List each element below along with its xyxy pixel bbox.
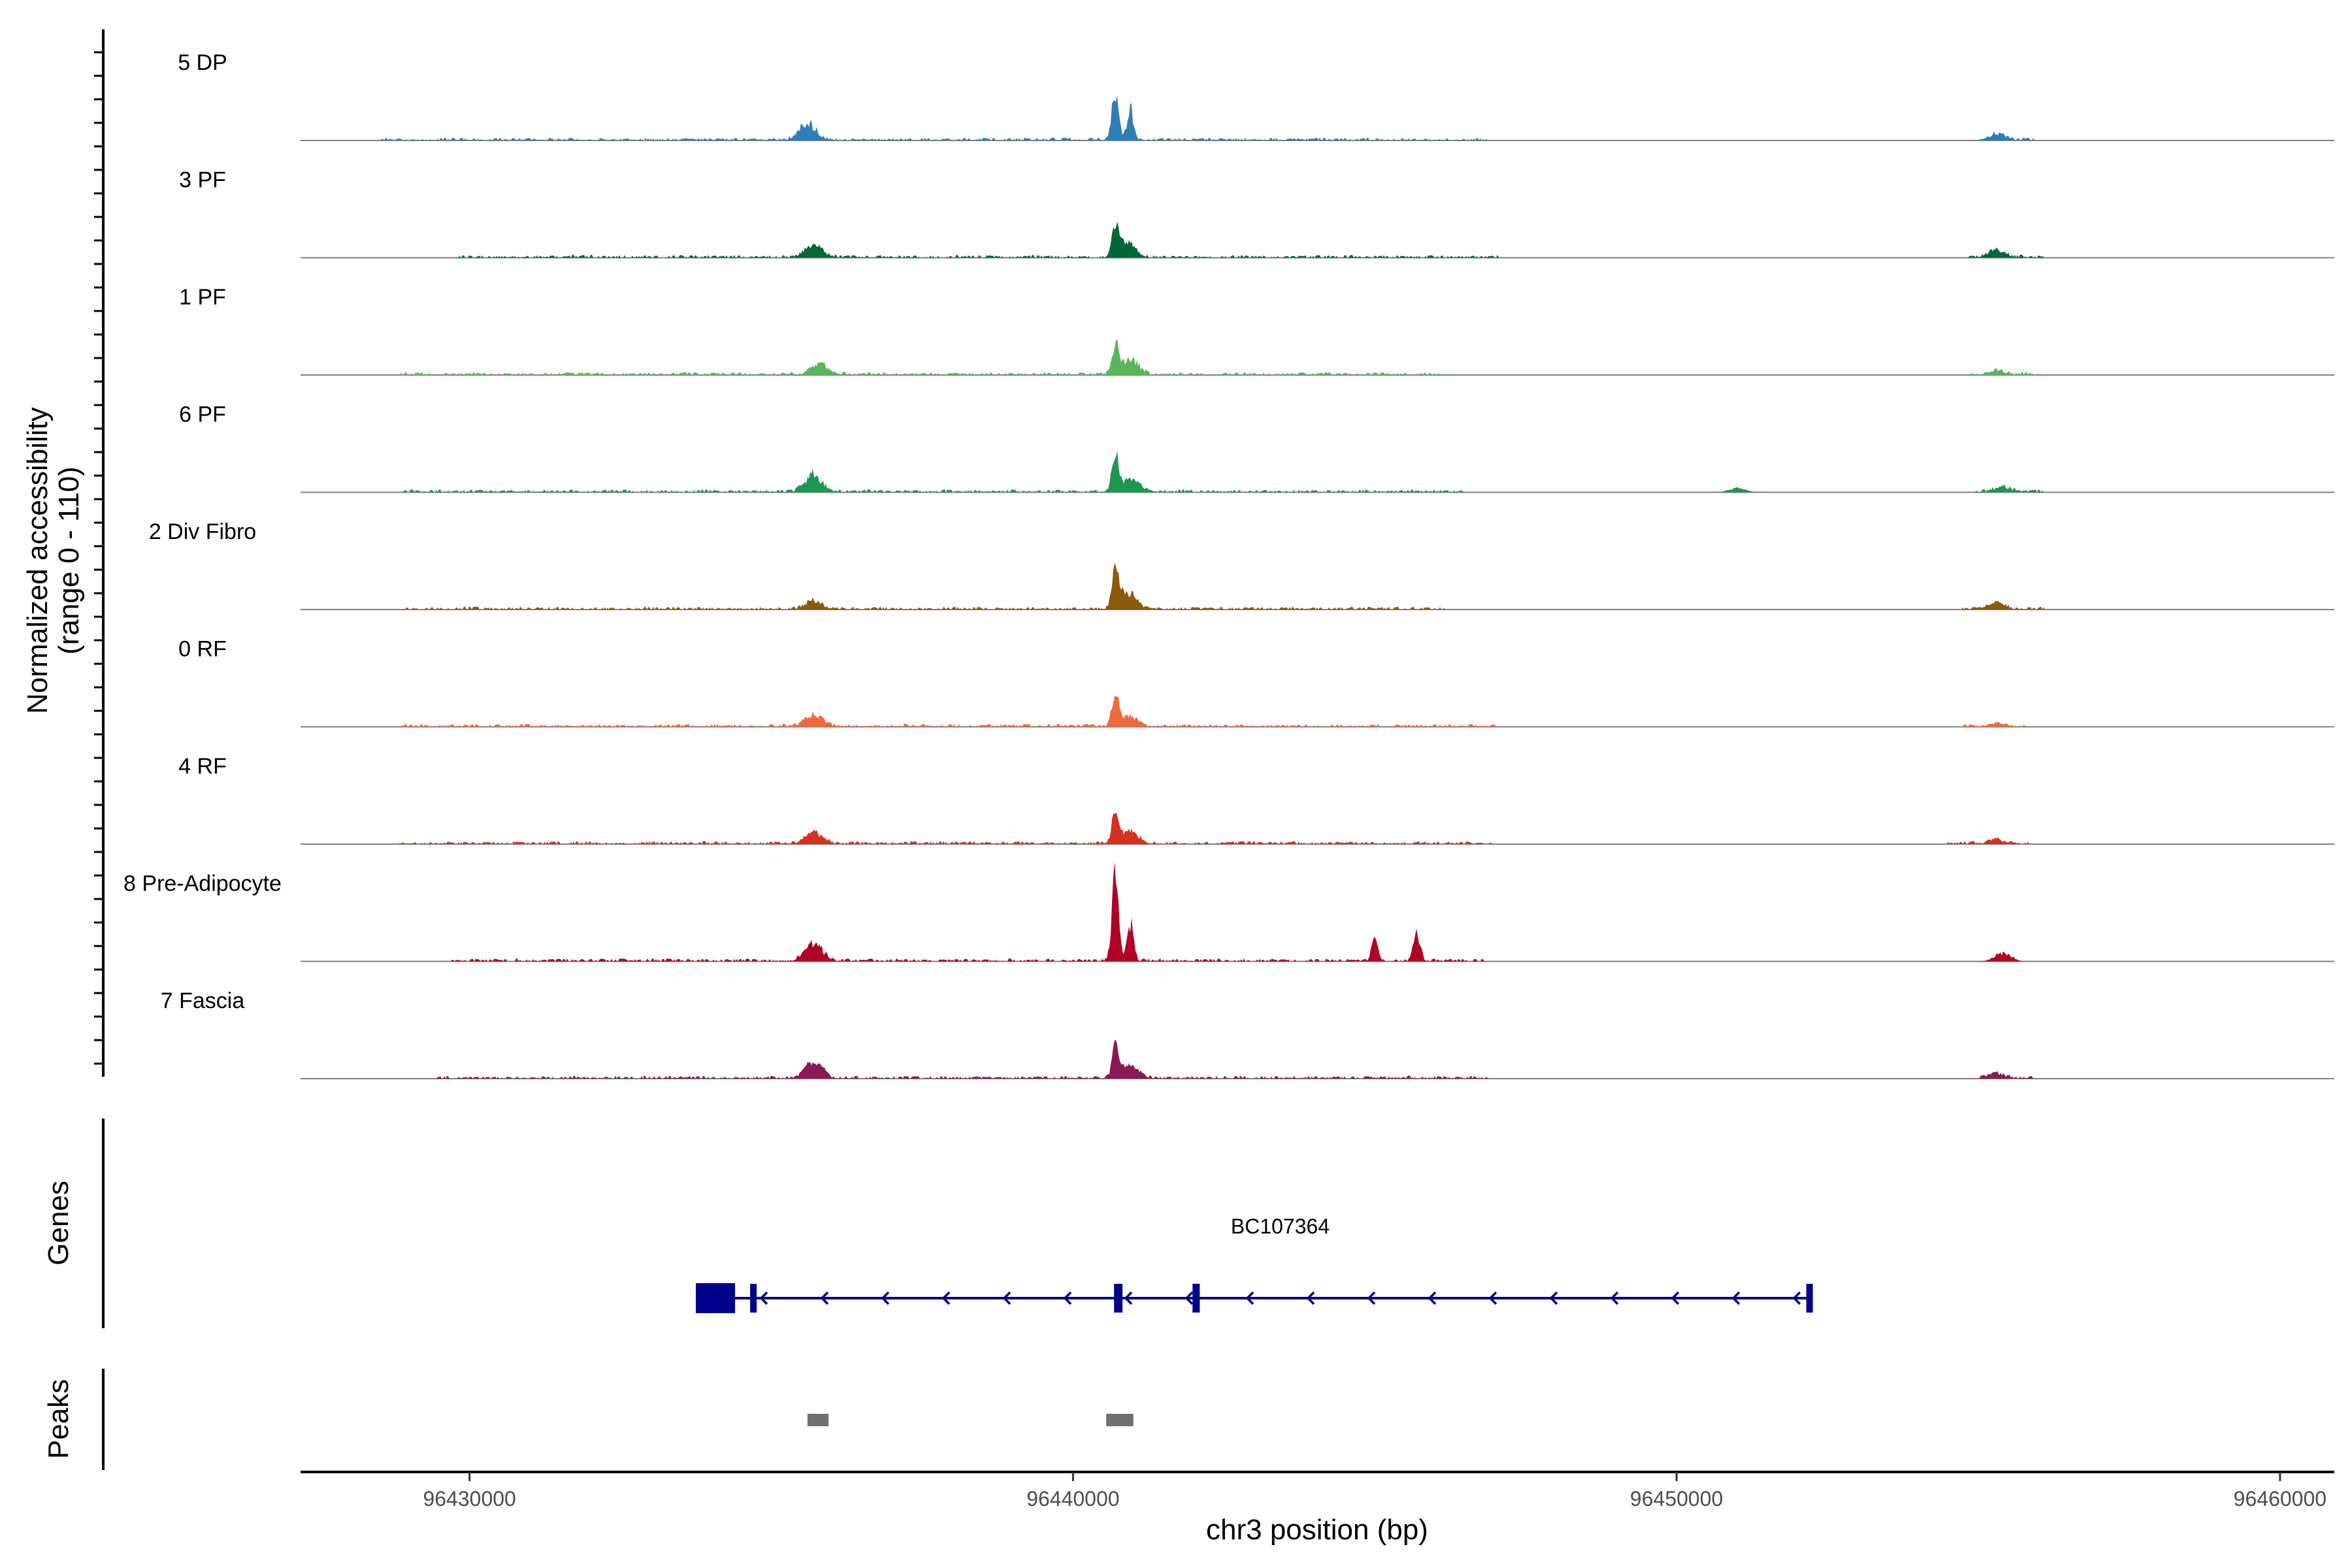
x-axis: 96430000 96440000 96450000 96460000	[301, 1471, 2334, 1511]
x-tick-label: 96430000	[423, 1487, 515, 1511]
coverage-area	[301, 450, 2334, 493]
strand-arrow	[1245, 1291, 1254, 1305]
strand-arrow	[1731, 1291, 1740, 1305]
coverage-area	[301, 221, 2334, 258]
track-label: 4 RF	[178, 754, 227, 779]
exon	[1192, 1284, 1200, 1313]
strand-arrow	[941, 1291, 951, 1305]
strand-arrow	[1549, 1291, 1558, 1305]
coverage-tracks: 5 DP 3 PF 1 PF 6 PF 2 Div Fibro 0 RF 4 RF 8 Pre…	[123, 50, 2334, 1079]
exon	[1806, 1284, 1813, 1313]
strand-arrow	[1610, 1291, 1619, 1305]
track-label: 6 PF	[179, 402, 226, 427]
peak-region	[807, 1414, 829, 1426]
peaks-track	[807, 1414, 1134, 1426]
track-label: 3 PF	[179, 168, 226, 193]
coverage-area	[301, 1039, 2334, 1079]
track-label: 1 PF	[179, 285, 226, 310]
exon	[1114, 1284, 1123, 1313]
strand-arrow	[759, 1291, 768, 1305]
track-8-pre-adipocyte: 8 Pre-Adipocyte	[123, 862, 2334, 962]
coverage-area	[301, 812, 2334, 844]
track-1-pf: 1 PF	[179, 285, 2334, 376]
track-label: 5 DP	[178, 50, 227, 75]
x-tick-label: 96450000	[1630, 1487, 1723, 1511]
strand-arrow	[1306, 1291, 1315, 1305]
exon	[696, 1283, 736, 1313]
y-axis-title-line2: (range 0 - 110)	[53, 466, 85, 655]
strand-arrow	[1124, 1291, 1133, 1305]
x-tick-label: 96460000	[2234, 1487, 2327, 1511]
coverage-area	[301, 696, 2334, 727]
x-axis-title: chr3 position (bp)	[1206, 1514, 1428, 1546]
track-label: 0 RF	[178, 637, 227, 662]
gene-name-label: BC107364	[1231, 1215, 1330, 1238]
genes-panel-title: Genes	[42, 1181, 74, 1266]
coverage-area	[301, 338, 2334, 375]
strand-arrow	[1184, 1291, 1194, 1305]
coverage-area	[301, 563, 2334, 610]
track-3-pf: 3 PF	[179, 168, 2334, 259]
strand-arrow	[1002, 1291, 1011, 1305]
track-label: 2 Div Fibro	[149, 519, 256, 544]
track-4-rf: 4 RF	[178, 754, 2334, 845]
strand-arrow	[1671, 1291, 1680, 1305]
y-axis-title: Normalized accessibility (range 0 - 110)	[22, 407, 85, 713]
coverage-area	[301, 95, 2334, 140]
track-label: 8 Pre-Adipocyte	[123, 872, 282, 896]
gene-model: BC107364	[696, 1215, 1813, 1313]
peaks-panel-title: Peaks	[42, 1379, 74, 1459]
strand-arrow	[1792, 1291, 1801, 1305]
track-7-fascia: 7 Fascia	[161, 988, 2334, 1079]
strand-arrow	[1428, 1291, 1437, 1305]
gene-annotation-track: BC107364	[696, 1215, 1813, 1313]
peak-region	[1106, 1414, 1134, 1426]
x-tick-label: 96440000	[1026, 1487, 1119, 1511]
track-5-dp: 5 DP	[178, 50, 2334, 141]
strand-arrow	[1488, 1291, 1497, 1305]
strand-arrow	[820, 1291, 829, 1305]
track-y-axis	[94, 29, 105, 1077]
y-axis-title-line1: Normalized accessibility	[22, 407, 54, 713]
strand-arrow	[1367, 1291, 1376, 1305]
strand-arrow	[1063, 1291, 1072, 1305]
track-2-div-fibro: 2 Div Fibro	[149, 519, 2334, 610]
track-6-pf: 6 PF	[179, 402, 2334, 493]
coverage-area	[301, 862, 2334, 962]
track-label: 7 Fascia	[161, 988, 245, 1013]
strand-arrow	[881, 1291, 890, 1305]
track-0-rf: 0 RF	[178, 637, 2334, 728]
exon	[750, 1284, 757, 1313]
